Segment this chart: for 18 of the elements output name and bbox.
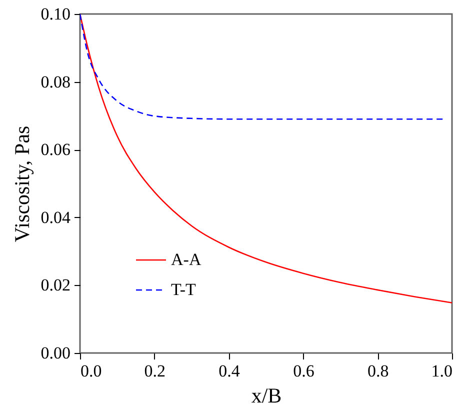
y-tick-label: 0.00	[40, 344, 70, 362]
y-axis-title: Viscosity, Pas	[10, 126, 34, 242]
line-series	[80, 14, 452, 304]
y-tick-label: 0.04	[40, 208, 71, 227]
x-axis-title: x/B	[251, 384, 282, 408]
y-tick-label: 0.10	[40, 4, 70, 24]
legend-label: A-A	[171, 250, 202, 269]
x-tick-label: 0.2	[144, 362, 166, 380]
x-tick-label: 1.0	[431, 362, 452, 380]
x-tick-label: 0.8	[367, 362, 389, 380]
y-tick-label: 0.08	[40, 72, 70, 92]
y-tick-label: 0.06	[40, 140, 70, 160]
x-tick-label: 0.4	[218, 362, 240, 380]
line-series	[80, 14, 446, 120]
x-tick-label: 0.6	[293, 362, 314, 380]
y-tick-label: 0.02	[40, 276, 70, 295]
x-tick-label: 0.0	[80, 362, 102, 380]
legend-label: T-T	[171, 280, 196, 299]
